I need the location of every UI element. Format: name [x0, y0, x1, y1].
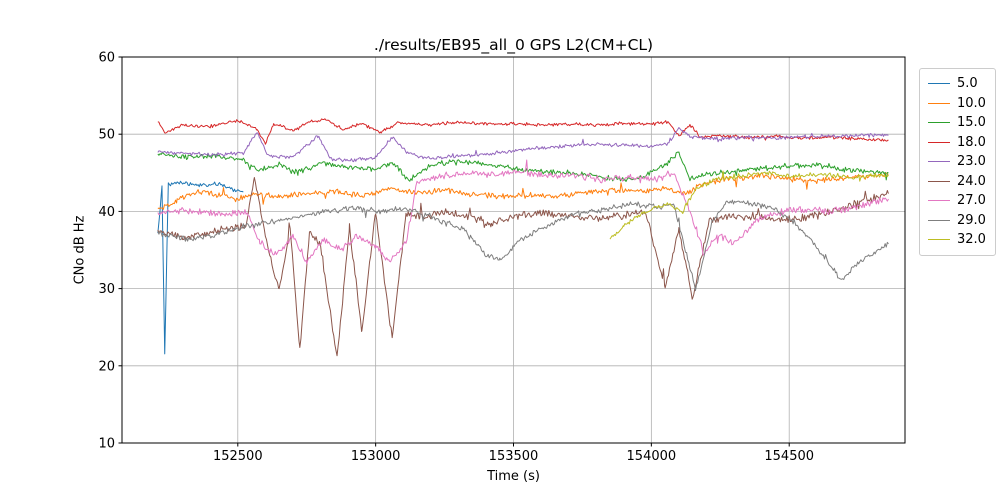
x-axis-label: Time (s) [487, 469, 540, 484]
x-tick-label: 153500 [489, 449, 539, 464]
legend: 5.0 10.0 15.0 18.0 23.0 24.0 27.0 29.0 32.0 [919, 68, 996, 256]
legend-entry: 15.0 [928, 113, 986, 133]
legend-label: 18.0 [957, 134, 986, 150]
series-line-23.0 [157, 127, 889, 163]
y-axis-label: CNo dB Hz [72, 215, 88, 285]
legend-line-sample [928, 122, 950, 124]
legend-line-sample [928, 180, 950, 182]
legend-line-sample [928, 200, 950, 202]
x-tick-label: 154000 [627, 449, 677, 464]
x-tick-label: 153000 [351, 449, 401, 464]
series-line-29.0 [157, 199, 889, 292]
y-tick-label: 30 [98, 282, 115, 297]
legend-entry: 18.0 [928, 133, 986, 153]
legend-label: 5.0 [957, 76, 978, 92]
chart-title: ./results/EB95_all_0 GPS L2(CM+CL) [373, 36, 654, 54]
series-line-5.0 [157, 180, 244, 355]
series-line-15.0 [157, 151, 889, 183]
legend-line-sample [928, 141, 950, 143]
y-tick-label: 50 [98, 128, 115, 143]
series-line-10.0 [157, 172, 889, 210]
legend-label: 24.0 [957, 173, 986, 189]
y-tick-label: 40 [98, 205, 115, 220]
legend-label: 27.0 [957, 193, 986, 209]
legend-line-sample [928, 239, 950, 241]
x-tick-label: 152500 [213, 449, 263, 464]
series-line-18.0 [157, 118, 889, 145]
series-line-32.0 [609, 170, 889, 240]
legend-label: 23.0 [957, 154, 986, 170]
legend-line-sample [928, 219, 950, 221]
legend-entry: 24.0 [928, 172, 986, 192]
y-tick-label: 60 [98, 51, 115, 66]
x-tick-label: 154500 [764, 449, 814, 464]
legend-entry: 32.0 [928, 230, 986, 250]
legend-entry: 27.0 [928, 191, 986, 211]
legend-label: 29.0 [957, 212, 986, 228]
legend-entry: 29.0 [928, 211, 986, 231]
series-line-24.0 [157, 177, 889, 357]
legend-line-sample [928, 161, 950, 163]
legend-line-sample [928, 83, 950, 85]
legend-label: 15.0 [957, 115, 986, 131]
y-tick-label: 20 [98, 359, 115, 374]
legend-entry: 5.0 [928, 74, 986, 94]
legend-label: 10.0 [957, 95, 986, 111]
legend-entry: 10.0 [928, 94, 986, 114]
series-line-27.0 [157, 159, 889, 265]
legend-line-sample [928, 102, 950, 104]
legend-entry: 23.0 [928, 152, 986, 172]
legend-label: 32.0 [957, 232, 986, 248]
y-tick-label: 10 [98, 437, 115, 452]
